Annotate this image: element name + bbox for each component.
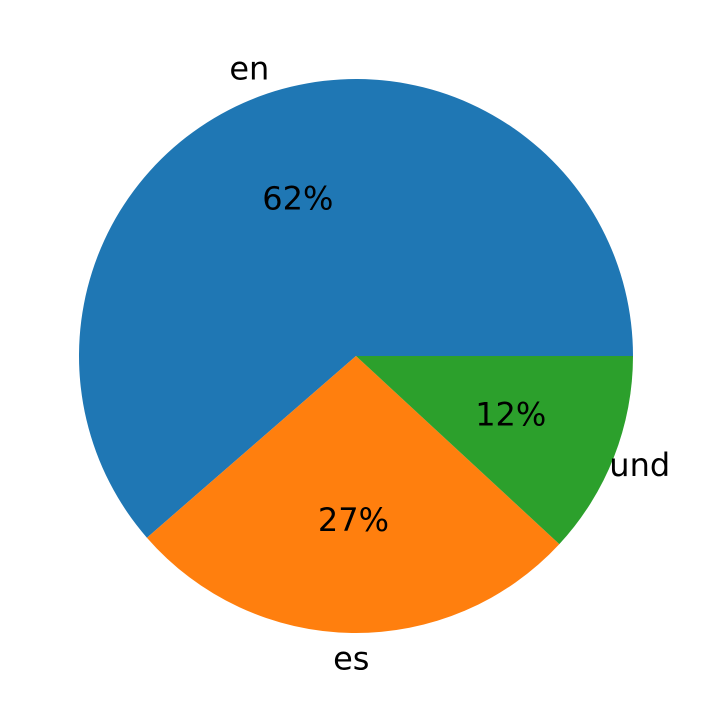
pie-slice — [356, 356, 633, 545]
slice-label: es — [333, 640, 369, 678]
value-label: 27% — [318, 501, 389, 539]
value-label: 12% — [475, 396, 546, 434]
slice-label: en — [229, 50, 269, 88]
pie-slice — [78, 78, 633, 538]
pie-slice — [146, 356, 560, 633]
slice-label: und — [609, 446, 670, 484]
value-label: 62% — [262, 179, 333, 217]
